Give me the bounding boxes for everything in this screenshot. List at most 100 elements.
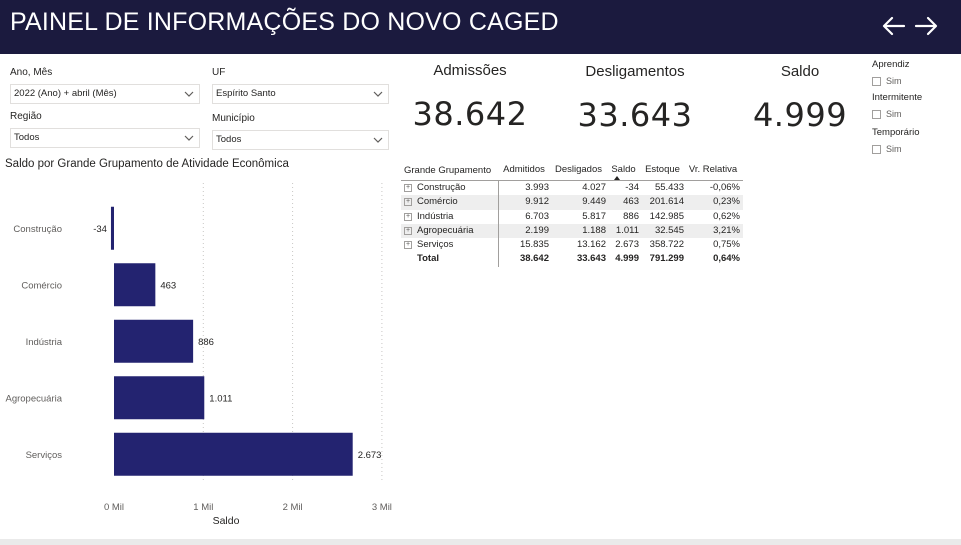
bar xyxy=(110,206,114,250)
kpi-saldo-label: Saldo xyxy=(780,63,820,80)
chevron-down-icon xyxy=(373,137,383,143)
row-label: Indústria xyxy=(417,210,454,222)
table-row: + Agropecuária 2.199 1.188 1.011 32.545 3… xyxy=(401,223,743,239)
slicer-municipio-dropdown[interactable]: Todos xyxy=(212,130,389,150)
cell-vr-relativa: 0,23% xyxy=(713,196,740,208)
cell-admitidos: 3.993 xyxy=(525,182,549,193)
checkbox-icon[interactable] xyxy=(872,109,881,119)
column-header[interactable]: Grande Grupamento xyxy=(404,164,492,176)
footer-bar xyxy=(0,539,961,545)
slicer-aprendiz: Aprendiz Sim xyxy=(872,59,957,87)
slicer-ano-mes-dropdown[interactable]: 2022 (Ano) + abril (Mês) xyxy=(10,84,200,104)
cell-vr-relativa: 0,64% xyxy=(713,253,740,265)
kpi-admissoes-value: 38.642 xyxy=(412,95,528,133)
slicer-temporario: Temporário Sim xyxy=(872,127,957,155)
cell-saldo: 1.011 xyxy=(615,224,639,236)
chart-title: Saldo por Grande Grupamento de Atividade… xyxy=(5,158,289,170)
table-row: + Construção 3.993 4.027 -34 55.433 -0,06… xyxy=(401,181,743,196)
cell-estoque: 358.722 xyxy=(649,239,684,251)
expand-plus-icon[interactable]: + xyxy=(404,241,412,250)
expand-plus-icon[interactable]: + xyxy=(404,198,412,207)
column-header[interactable]: Saldo xyxy=(611,164,636,175)
cell-desligados: 9.449 xyxy=(582,196,606,208)
data-label: 463 xyxy=(160,280,176,291)
expand-plus-icon[interactable]: + xyxy=(404,212,412,221)
slicer-regiao-dropdown[interactable]: Todos xyxy=(10,128,200,148)
cell-estoque: 55.433 xyxy=(654,182,684,193)
checkbox-icon[interactable] xyxy=(872,76,881,86)
cell-estoque: 791.299 xyxy=(649,253,684,265)
checkbox-temporario-sim[interactable]: Sim xyxy=(872,143,957,155)
expand-plus-icon[interactable]: + xyxy=(404,227,412,236)
kpi-desligamentos: Desligamentos 33.643 xyxy=(565,63,705,134)
row-label: Comércio xyxy=(417,196,458,208)
column-header[interactable]: Desligados xyxy=(555,164,602,175)
cell-estoque: 142.985 xyxy=(649,210,684,222)
cell-estoque: 32.545 xyxy=(654,224,684,236)
arrow-left-icon[interactable] xyxy=(880,12,908,40)
kpi-saldo-value: 4.999 xyxy=(752,96,848,134)
slicer-intermitente-title: Intermitente xyxy=(872,92,923,103)
chevron-down-icon xyxy=(184,135,194,141)
saldo-bar-chart: 0 Mil 1 Mil 2 Mil 3 Mil Saldo Construção -34 Co… xyxy=(5,183,392,527)
slicer-intermitente: Intermitente Sim xyxy=(872,92,957,120)
table-total-row: Total 38.642 33.643 4.999 791.299 0,64% xyxy=(401,252,743,267)
cell-saldo: 463 xyxy=(623,196,639,208)
category-label: Agropecuária xyxy=(5,393,62,404)
sort-ascending-icon xyxy=(614,176,620,180)
category-label: Indústria xyxy=(26,337,63,348)
column-header[interactable]: Vr. Relativa xyxy=(688,164,738,175)
row-label: Serviços xyxy=(417,239,454,251)
cell-estoque: 201.614 xyxy=(649,196,684,208)
checkbox-aprendiz-sim[interactable]: Sim xyxy=(872,75,957,87)
slicer-regiao: Região Todos xyxy=(10,110,200,148)
kpi-admissoes: Admissões 38.642 xyxy=(400,62,540,133)
data-label: 886 xyxy=(198,337,214,348)
table-header-row: Grande Grupamento Admitidos Desligados S… xyxy=(401,161,743,181)
slicer-uf-label: UF xyxy=(212,67,226,78)
column-header[interactable]: Admitidos xyxy=(503,164,545,175)
table-row: + Serviços 15.835 13.162 2.673 358.722 0,… xyxy=(401,238,743,253)
slicer-temporario-title: Temporário xyxy=(872,127,920,138)
cell-vr-relativa: 0,62% xyxy=(713,210,740,222)
kpi-desligamentos-label: Desligamentos xyxy=(585,63,685,80)
category-label: Construção xyxy=(13,224,62,235)
slicer-ano-mes-label: Ano, Mês xyxy=(10,67,53,78)
data-table: Grande Grupamento Admitidos Desligados S… xyxy=(401,161,743,267)
checkbox-intermitente-sim[interactable]: Sim xyxy=(872,108,957,120)
kpi-saldo: Saldo 4.999 xyxy=(730,63,870,134)
bar xyxy=(114,376,205,420)
checkbox-label: Sim xyxy=(886,109,902,119)
cell-vr-relativa: 0,75% xyxy=(713,239,740,251)
cell-desligados: 5.817 xyxy=(582,210,606,222)
cell-admitidos: 9.912 xyxy=(525,196,549,208)
slicer-uf-value: Espírito Santo xyxy=(216,88,276,99)
total-label: Total xyxy=(401,252,499,267)
slicer-uf-dropdown[interactable]: Espírito Santo xyxy=(212,84,389,104)
slicer-ano-mes-value: 2022 (Ano) + abril (Mês) xyxy=(14,88,117,99)
data-label: 2.673 xyxy=(358,450,382,461)
checkbox-icon[interactable] xyxy=(872,144,881,154)
slicer-uf: UF Espírito Santo xyxy=(212,66,389,104)
slicer-municipio: Município Todos xyxy=(212,112,389,150)
bar xyxy=(114,319,194,363)
column-header[interactable]: Estoque xyxy=(645,164,680,175)
data-label: 1.011 xyxy=(209,393,232,404)
cell-saldo: 2.673 xyxy=(615,239,639,251)
slicer-ano-mes: Ano, Mês 2022 (Ano) + abril (Mês) xyxy=(10,66,200,104)
cell-desligados: 33.643 xyxy=(576,253,606,265)
category-label: Comércio xyxy=(21,280,62,291)
row-label: Agropecuária xyxy=(417,224,474,236)
data-label: -34 xyxy=(93,224,107,235)
x-tick-label: 2 Mil xyxy=(283,502,303,513)
slicer-regiao-value: Todos xyxy=(14,132,40,143)
chevron-down-icon xyxy=(184,91,194,97)
cell-admitidos: 6.703 xyxy=(525,210,549,222)
chevron-down-icon xyxy=(373,91,383,97)
kpi-desligamentos-value: 33.643 xyxy=(577,96,693,134)
expand-plus-icon[interactable]: + xyxy=(404,184,412,193)
row-label: Construção xyxy=(417,182,466,193)
cell-vr-relativa: 3,21% xyxy=(713,224,740,236)
arrow-right-icon[interactable] xyxy=(912,12,940,40)
